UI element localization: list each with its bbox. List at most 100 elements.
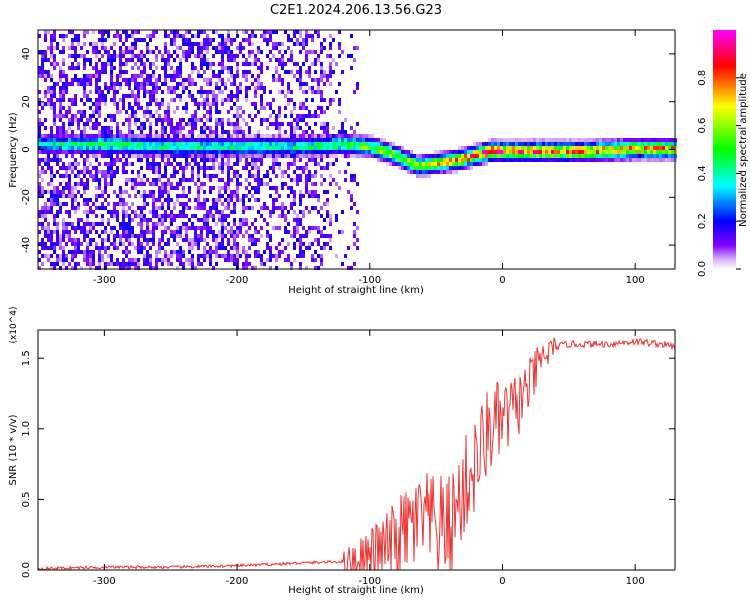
heatmap-cell	[110, 214, 113, 218]
heatmap-cell	[59, 86, 62, 90]
heatmap-cell	[197, 146, 200, 150]
heatmap-cell	[437, 166, 440, 170]
heatmap-cell	[518, 142, 521, 146]
heatmap-cell	[107, 238, 110, 242]
heatmap-cell	[176, 198, 179, 202]
heatmap-cell	[44, 254, 47, 258]
heatmap-cell	[503, 150, 506, 154]
heatmap-cell	[56, 198, 59, 202]
heatmap-cell	[254, 90, 257, 94]
heatmap-cell	[323, 166, 326, 170]
heatmap-cell	[212, 130, 215, 134]
heatmap-cell	[209, 206, 212, 210]
heatmap-cell	[56, 162, 59, 166]
heatmap-cell	[344, 178, 347, 182]
heatmap-cell	[80, 114, 83, 118]
heatmap-cell	[110, 158, 113, 162]
heatmap-cell	[329, 82, 332, 86]
heatmap-cell	[50, 230, 53, 234]
heatmap-cell	[197, 118, 200, 122]
heatmap-cell	[74, 158, 77, 162]
heatmap-cell	[140, 214, 143, 218]
heatmap-cell	[137, 234, 140, 238]
heatmap-cell	[194, 206, 197, 210]
heatmap-cell	[191, 166, 194, 170]
heatmap-cell	[434, 158, 437, 162]
heatmap-cell	[89, 162, 92, 166]
heatmap-cell	[665, 142, 668, 146]
heatmap-cell	[407, 170, 410, 174]
heatmap-cell	[224, 46, 227, 50]
heatmap-cell	[278, 78, 281, 82]
heatmap-cell	[218, 78, 221, 82]
heatmap-cell	[650, 138, 653, 142]
heatmap-cell	[266, 138, 269, 142]
heatmap-cell	[230, 254, 233, 258]
heatmap-cell	[155, 82, 158, 86]
heatmap-cell	[659, 146, 662, 150]
heatmap-cell	[62, 258, 65, 262]
heatmap-cell	[122, 250, 125, 254]
heatmap-cell	[467, 158, 470, 162]
heatmap-cell	[179, 154, 182, 158]
heatmap-cell	[584, 142, 587, 146]
heatmap-cell	[44, 34, 47, 38]
heatmap-cell	[305, 42, 308, 46]
heatmap-cell	[122, 234, 125, 238]
heatmap-cell	[86, 258, 89, 262]
heatmap-cell	[122, 230, 125, 234]
heatmap-cell	[140, 234, 143, 238]
heatmap-cell	[152, 226, 155, 230]
heatmap-cell	[146, 58, 149, 62]
heatmap-cell	[143, 122, 146, 126]
heatmap-cell	[368, 146, 371, 150]
heatmap-cell	[383, 138, 386, 142]
heatmap-cell	[326, 74, 329, 78]
heatmap-cell	[44, 234, 47, 238]
heatmap-cell	[131, 94, 134, 98]
heatmap-cell	[128, 154, 131, 158]
heatmap-cell	[149, 130, 152, 134]
heatmap-cell	[179, 230, 182, 234]
heatmap-cell	[128, 78, 131, 82]
heatmap-cell	[185, 122, 188, 126]
heatmap-cell	[278, 74, 281, 78]
heatmap-cell	[551, 150, 554, 154]
heatmap-cell	[323, 98, 326, 102]
heatmap-cell	[215, 138, 218, 142]
heatmap-cell	[38, 34, 41, 38]
heatmap-cell	[104, 134, 107, 138]
heatmap-cell	[623, 142, 626, 146]
heatmap-cell	[71, 66, 74, 70]
heatmap-cell	[161, 150, 164, 154]
heatmap-cell	[263, 154, 266, 158]
heatmap-cell	[74, 134, 77, 138]
heatmap-cell	[152, 234, 155, 238]
heatmap-cell	[503, 154, 506, 158]
heatmap-cell	[320, 262, 323, 266]
heatmap-cell	[245, 230, 248, 234]
heatmap-cell	[245, 162, 248, 166]
heatmap-cell	[146, 258, 149, 262]
heatmap-cell	[113, 86, 116, 90]
heatmap-cell	[101, 30, 104, 34]
heatmap-cell	[224, 82, 227, 86]
heatmap-cell	[341, 70, 344, 74]
heatmap-cell	[242, 154, 245, 158]
heatmap-cell	[77, 174, 80, 178]
heatmap-cell	[302, 234, 305, 238]
heatmap-cell	[593, 142, 596, 146]
heatmap-cell	[131, 50, 134, 54]
heatmap-cell	[500, 150, 503, 154]
heatmap-cell	[308, 226, 311, 230]
heatmap-cell	[179, 166, 182, 170]
heatmap-cell	[236, 110, 239, 114]
heatmap-cell	[215, 94, 218, 98]
heatmap-cell	[212, 238, 215, 242]
heatmap-cell	[410, 154, 413, 158]
heatmap-cell	[203, 190, 206, 194]
heatmap-cell	[125, 234, 128, 238]
heatmap-cell	[515, 142, 518, 146]
heatmap-cell	[362, 134, 365, 138]
heatmap-cell	[179, 118, 182, 122]
